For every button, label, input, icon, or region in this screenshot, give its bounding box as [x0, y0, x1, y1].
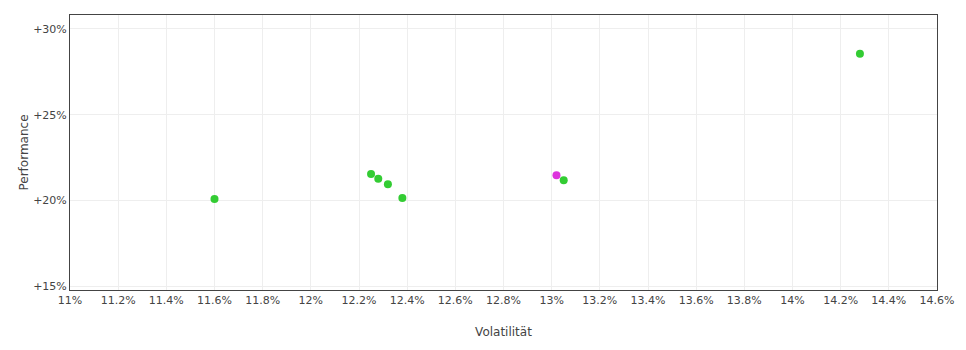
- svg-text:14.6%: 14.6%: [920, 294, 955, 307]
- svg-text:11.4%: 11.4%: [149, 294, 184, 307]
- svg-text:13.2%: 13.2%: [582, 294, 617, 307]
- svg-text:11.2%: 11.2%: [101, 294, 136, 307]
- svg-text:14%: 14%: [780, 294, 804, 307]
- svg-text:14.2%: 14.2%: [823, 294, 858, 307]
- svg-text:+30%: +30%: [33, 23, 67, 36]
- svg-text:+25%: +25%: [33, 109, 67, 122]
- svg-text:11.8%: 11.8%: [245, 294, 280, 307]
- svg-text:12%: 12%: [299, 294, 323, 307]
- svg-text:Volatilität: Volatilität: [475, 325, 532, 339]
- svg-text:+20%: +20%: [33, 194, 67, 207]
- svg-text:12.6%: 12.6%: [438, 294, 473, 307]
- svg-text:+15%: +15%: [33, 280, 67, 293]
- svg-text:12.4%: 12.4%: [390, 294, 425, 307]
- svg-text:14.4%: 14.4%: [871, 294, 906, 307]
- svg-text:Performance: Performance: [17, 114, 31, 190]
- svg-text:11%: 11%: [58, 294, 82, 307]
- svg-text:13.8%: 13.8%: [727, 294, 762, 307]
- svg-text:13%: 13%: [539, 294, 563, 307]
- svg-text:13.6%: 13.6%: [679, 294, 714, 307]
- svg-text:11.6%: 11.6%: [197, 294, 232, 307]
- svg-text:13.4%: 13.4%: [631, 294, 666, 307]
- svg-text:12.8%: 12.8%: [486, 294, 521, 307]
- svg-text:12.2%: 12.2%: [342, 294, 377, 307]
